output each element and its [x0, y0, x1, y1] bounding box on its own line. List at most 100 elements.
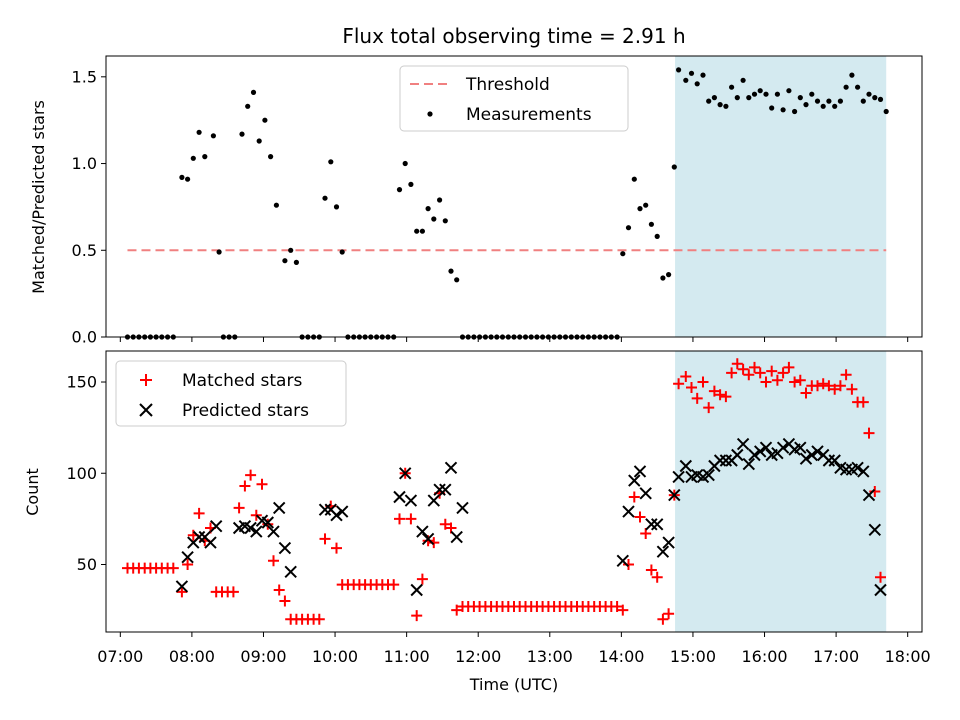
measurement-point — [620, 251, 626, 257]
top-y-axis-label: Matched/Predicted stars — [29, 100, 48, 294]
predicted-star-point — [794, 441, 807, 454]
matched-star-point — [233, 502, 245, 514]
predicted-star-point — [622, 505, 635, 518]
matched-star-point — [754, 367, 766, 379]
legend-predicted-label: Predicted stars — [182, 401, 309, 421]
x-tick-label: 08:00 — [169, 647, 215, 666]
predicted-star-point — [799, 452, 813, 465]
x-tick-label: 17:00 — [813, 647, 859, 666]
predicted-star-point — [175, 580, 189, 593]
measurement-point — [676, 67, 682, 73]
matched-star-point — [167, 562, 179, 574]
measurement-point — [643, 202, 649, 208]
measurement-point — [751, 91, 758, 97]
measurement-point — [190, 155, 196, 161]
matched-star-point — [445, 522, 457, 534]
matched-star-point — [651, 571, 663, 583]
top-plot-frame — [105, 55, 923, 338]
predicted-star-point — [404, 494, 418, 507]
predicted-star-point — [857, 465, 870, 478]
measurement-point — [268, 154, 274, 160]
measurement-point — [322, 195, 328, 201]
x-tick-label: 07:00 — [97, 647, 143, 666]
matched-star-point — [834, 380, 846, 392]
predicted-star-point — [839, 463, 853, 476]
measurement-point — [448, 268, 454, 274]
predicted-star-point — [439, 483, 452, 496]
matched-star-point — [388, 579, 400, 591]
measurement-point — [832, 103, 838, 109]
measurement-point — [396, 187, 403, 193]
matched-star-point — [451, 604, 463, 616]
measurement-point — [250, 89, 257, 95]
predicted-star-point — [421, 532, 435, 546]
matched-star-point — [777, 367, 789, 379]
legend-predicted-swatch — [139, 403, 153, 417]
predicted-star-point — [250, 525, 263, 538]
predicted-star-point — [679, 459, 693, 473]
legend-measurements-swatch — [427, 111, 433, 117]
matched-star-point — [411, 610, 423, 622]
measurement-point — [414, 228, 420, 234]
measurement-point — [256, 138, 262, 144]
measurement-point — [723, 103, 729, 109]
measurement-point — [746, 95, 752, 101]
predicted-star-point — [753, 445, 767, 458]
measurement-point — [185, 176, 191, 182]
predicted-star-point — [645, 518, 658, 531]
measurement-point — [245, 103, 251, 109]
matched-star-point — [800, 387, 812, 399]
matched-star-point — [691, 392, 703, 404]
matched-star-point — [182, 559, 194, 570]
matched-star-point — [227, 586, 239, 598]
measurement-point — [740, 77, 746, 83]
matched-star-point — [422, 535, 434, 547]
matched-star-point — [439, 518, 451, 530]
matched-star-point — [416, 573, 428, 585]
measurement-point — [328, 159, 334, 165]
measurement-point — [210, 133, 216, 139]
matched-star-point — [823, 380, 835, 392]
measurement-point — [654, 233, 660, 239]
matched-star-point — [319, 533, 331, 545]
matched-star-point — [794, 374, 806, 386]
measurement-point — [826, 98, 832, 104]
matched-star-point — [875, 571, 886, 583]
bottom-y-tick-label: 150 — [66, 373, 97, 392]
predicted-star-point — [261, 516, 275, 529]
predicted-star-point — [181, 550, 194, 564]
predicted-star-point — [862, 488, 876, 502]
matched-star-point — [812, 380, 823, 392]
matched-star-point — [268, 555, 279, 567]
measurement-point — [671, 164, 677, 170]
predicted-star-point — [410, 583, 423, 597]
matched-star-point — [640, 528, 652, 539]
measurement-point — [809, 91, 815, 97]
matched-star-point — [708, 385, 720, 397]
matched-star-point — [829, 383, 841, 395]
top-y-tick-label: 0.5 — [72, 241, 97, 260]
measurement-point — [855, 84, 861, 90]
top-legend: Threshold Measurements — [399, 65, 629, 132]
predicted-star-point — [736, 437, 750, 451]
predicted-star-point — [759, 441, 773, 454]
measurement-point — [437, 197, 443, 203]
predicted-star-point — [668, 488, 681, 502]
predicted-star-point — [192, 530, 206, 544]
legend-matched-swatch — [140, 374, 152, 386]
predicted-star-point — [284, 565, 297, 579]
matched-star-point — [783, 361, 795, 373]
measurement-point — [883, 108, 889, 115]
measurement-point — [442, 218, 448, 224]
predicted-star-point — [278, 541, 292, 555]
top-highlight-span — [675, 56, 887, 337]
x-tick-label: 12:00 — [455, 647, 501, 666]
predicted-star-point — [811, 445, 824, 458]
measurement-point — [866, 91, 872, 97]
matched-star-point — [634, 511, 646, 523]
measurement-point — [408, 181, 414, 187]
measurement-point — [262, 117, 268, 123]
matched-star-point — [686, 382, 697, 393]
matched-star-point — [766, 365, 778, 377]
matched-star-point — [846, 383, 858, 395]
